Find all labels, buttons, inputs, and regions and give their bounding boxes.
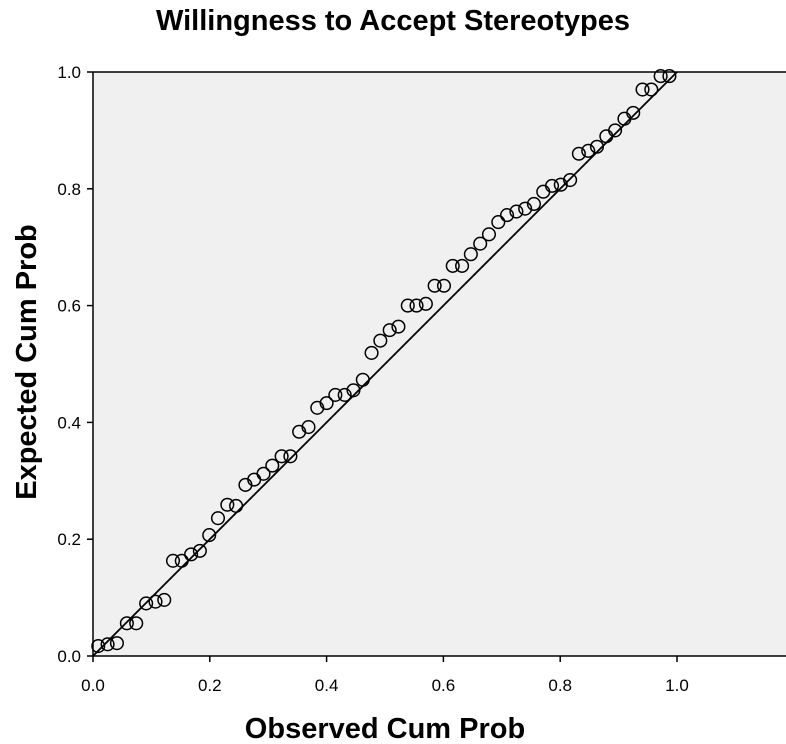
y-tick-label: 0.0 bbox=[57, 647, 81, 666]
data-point bbox=[229, 498, 244, 513]
chart-title: Willingness to Accept Stereotypes bbox=[155, 5, 631, 37]
x-tick-label: 1.0 bbox=[665, 676, 689, 695]
data-point bbox=[526, 196, 541, 212]
data-point bbox=[355, 372, 370, 387]
reference-line-group bbox=[92, 71, 678, 657]
data-point bbox=[129, 616, 144, 631]
data-point bbox=[91, 639, 106, 654]
y-axis-ticks: 0.0 0.2 0.4 0.6 0.8 1.0 bbox=[57, 63, 93, 666]
data-point bbox=[608, 123, 623, 138]
data-point bbox=[518, 201, 533, 216]
data-point bbox=[139, 596, 154, 611]
x-tick-label: 0.8 bbox=[548, 676, 572, 695]
data-point bbox=[337, 387, 352, 403]
data-point bbox=[100, 637, 115, 652]
data-point bbox=[644, 82, 659, 97]
data-point bbox=[382, 323, 397, 338]
data-point bbox=[653, 69, 668, 84]
data-point bbox=[427, 278, 442, 293]
x-tick-label: 0.6 bbox=[432, 676, 456, 695]
y-tick-label: 0.4 bbox=[57, 413, 81, 432]
x-tick-label: 0.2 bbox=[198, 676, 222, 695]
data-point bbox=[463, 247, 478, 262]
data-point bbox=[409, 298, 424, 313]
data-point bbox=[509, 204, 524, 219]
x-axis-label: Observed Cum Prob bbox=[245, 713, 525, 744]
x-tick-label: 0.4 bbox=[315, 676, 339, 695]
data-point bbox=[109, 636, 124, 651]
data-points bbox=[91, 69, 677, 654]
data-point bbox=[256, 466, 271, 481]
data-point bbox=[346, 383, 361, 398]
data-point bbox=[455, 258, 470, 273]
data-point bbox=[148, 594, 163, 609]
data-point bbox=[328, 387, 343, 403]
data-point bbox=[119, 616, 134, 631]
data-point bbox=[192, 543, 207, 558]
x-axis-ticks: 0.0 0.2 0.4 0.6 0.8 1.0 bbox=[81, 656, 689, 695]
data-point bbox=[364, 345, 379, 360]
data-point bbox=[491, 215, 506, 230]
data-point bbox=[391, 319, 406, 334]
y-tick-label: 0.6 bbox=[57, 297, 81, 316]
reference-line bbox=[92, 71, 678, 657]
data-point bbox=[473, 236, 488, 251]
data-point bbox=[418, 296, 433, 311]
plot-area bbox=[93, 72, 786, 656]
data-point bbox=[165, 553, 181, 568]
data-point bbox=[500, 208, 515, 223]
data-point bbox=[220, 497, 235, 512]
y-tick-label: 0.8 bbox=[57, 180, 81, 199]
y-tick-label: 0.2 bbox=[57, 530, 81, 549]
data-point bbox=[635, 82, 650, 97]
data-point bbox=[174, 553, 189, 568]
data-point bbox=[581, 143, 596, 158]
data-point bbox=[436, 278, 452, 293]
data-point bbox=[589, 139, 605, 154]
data-point bbox=[445, 258, 460, 273]
data-point bbox=[319, 396, 334, 411]
data-point bbox=[400, 298, 415, 313]
data-point bbox=[210, 511, 226, 526]
data-point bbox=[265, 458, 280, 473]
data-point bbox=[662, 69, 677, 84]
data-point bbox=[301, 420, 316, 435]
y-tick-label: 1.0 bbox=[57, 63, 81, 82]
data-point bbox=[544, 178, 560, 193]
data-point bbox=[626, 105, 641, 120]
x-tick-label: 0.0 bbox=[81, 676, 105, 695]
data-point bbox=[373, 333, 388, 348]
data-point bbox=[571, 146, 586, 161]
data-point bbox=[283, 449, 298, 464]
data-point bbox=[157, 592, 172, 607]
data-point bbox=[274, 449, 289, 464]
data-point bbox=[481, 227, 497, 242]
y-axis-label: Expected Cum Prob bbox=[11, 224, 43, 500]
data-point bbox=[563, 172, 578, 188]
data-point bbox=[202, 528, 217, 543]
data-point bbox=[184, 547, 199, 562]
